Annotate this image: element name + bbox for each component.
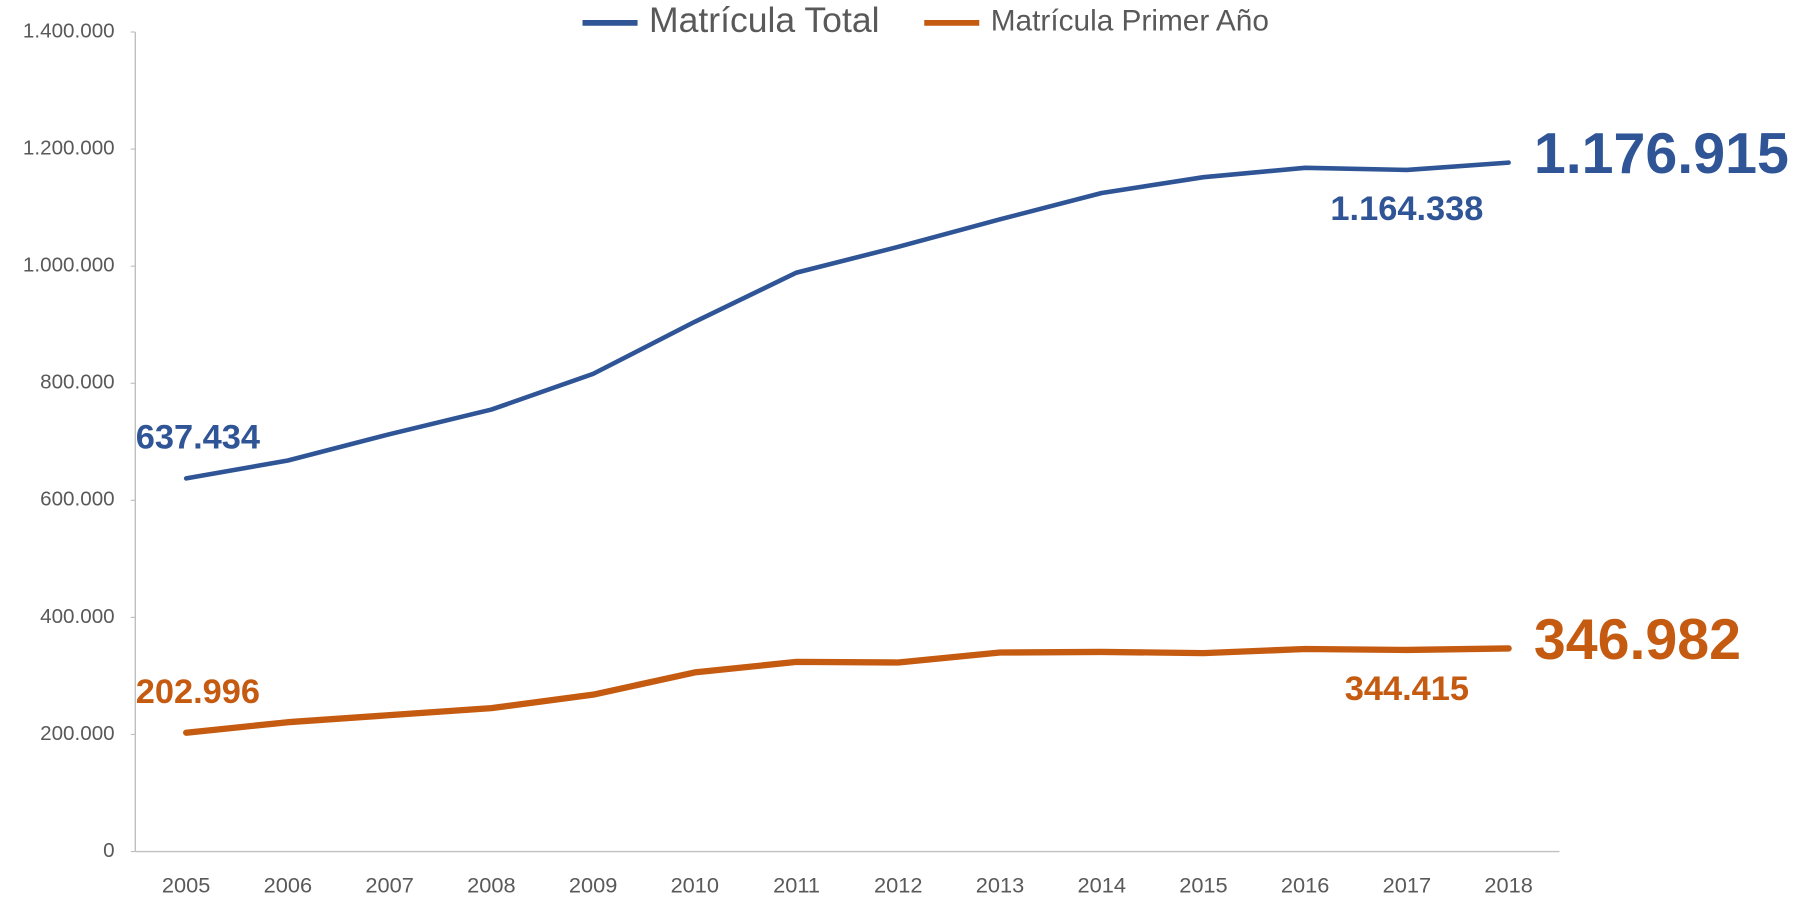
data-label: 1.164.338	[1330, 190, 1483, 228]
y-tick-label: 1.000.000	[23, 254, 115, 277]
data-label: 344.415	[1345, 670, 1469, 708]
data-label: 346.982	[1534, 608, 1741, 672]
x-tick-label: 2010	[671, 873, 719, 898]
y-tick-label: 0	[103, 839, 114, 862]
x-tick-label: 2006	[264, 873, 312, 898]
legend-label: Matrícula Primer Año	[991, 5, 1269, 38]
x-tick-label: 2016	[1281, 873, 1329, 898]
data-label: 1.176.915	[1534, 122, 1789, 186]
x-tick-label: 2005	[162, 873, 210, 898]
x-tick-label: 2017	[1383, 873, 1431, 898]
y-tick-label: 400.000	[40, 605, 115, 628]
data-label: 637.434	[136, 419, 260, 457]
x-tick-label: 2007	[365, 873, 413, 898]
legend-label: Matrícula Total	[649, 0, 879, 40]
y-tick-label: 200.000	[40, 722, 115, 745]
series-line	[183, 160, 1511, 481]
x-tick-label: 2018	[1484, 873, 1532, 898]
x-tick-label: 2013	[976, 873, 1024, 898]
x-tick-label: 2011	[773, 873, 820, 898]
x-tick-label: 2008	[467, 873, 515, 898]
y-tick-label: 600.000	[40, 488, 115, 511]
y-tick-label: 800.000	[40, 371, 115, 394]
x-tick-label: 2015	[1179, 873, 1227, 898]
x-tick-label: 2009	[569, 873, 617, 898]
y-tick-label: 1.200.000	[23, 137, 115, 160]
x-tick-label: 2014	[1077, 873, 1125, 898]
data-label: 202.996	[136, 673, 260, 711]
series-line	[183, 645, 1512, 736]
y-tick-label: 1.400.000	[23, 19, 115, 42]
x-tick-label: 2012	[874, 873, 922, 898]
